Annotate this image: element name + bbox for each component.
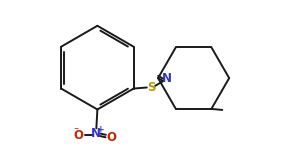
Text: N: N [91,127,101,140]
Text: +: + [97,125,105,134]
Text: O: O [73,129,83,142]
Text: ⁻: ⁻ [73,126,78,136]
Text: N: N [162,72,172,85]
Text: S: S [147,81,156,94]
Text: O: O [107,131,116,144]
